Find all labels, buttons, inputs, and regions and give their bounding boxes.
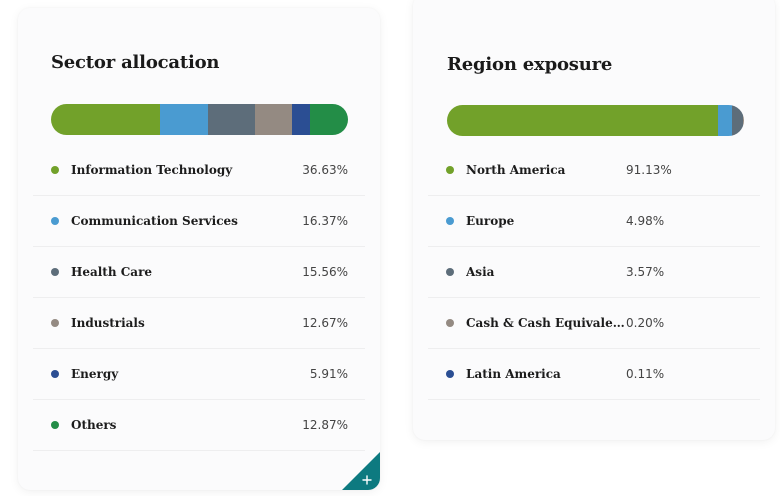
region-bar-segment-cash bbox=[743, 105, 744, 136]
sector-bar-segment-communication-services bbox=[159, 104, 209, 135]
region-value: 3.57% bbox=[626, 265, 665, 279]
sector-value: 5.91% bbox=[309, 367, 348, 381]
region-value: 0.11% bbox=[626, 367, 665, 381]
region-row-latin-america: Latin America 0.11% bbox=[428, 349, 760, 400]
region-exposure-title: Region exposure bbox=[447, 54, 613, 75]
region-bar-segment-europe bbox=[717, 105, 733, 136]
legend-dot-icon bbox=[51, 268, 59, 276]
sector-label: Energy bbox=[71, 367, 119, 381]
sector-value: 12.67% bbox=[302, 316, 348, 330]
plus-icon bbox=[342, 452, 380, 490]
sector-allocation-list: Information Technology 36.63% Communicat… bbox=[33, 145, 365, 451]
region-row-asia: Asia 3.57% bbox=[428, 247, 760, 298]
sector-value: 16.37% bbox=[302, 214, 348, 228]
sector-allocation-card: Sector allocation Information Technology… bbox=[18, 8, 380, 490]
legend-dot-icon bbox=[446, 217, 454, 225]
sector-label: Health Care bbox=[71, 265, 153, 279]
sector-value: 36.63% bbox=[302, 163, 348, 177]
sector-label: Others bbox=[71, 418, 117, 432]
sector-bar-segment-industrials bbox=[254, 104, 293, 135]
region-label: North America bbox=[466, 163, 566, 177]
sector-row-communication-services: Communication Services 16.37% bbox=[33, 196, 365, 247]
region-bar-segment-asia bbox=[732, 105, 744, 136]
legend-dot-icon bbox=[51, 166, 59, 174]
region-label: Latin America bbox=[466, 367, 561, 381]
sector-allocation-title: Sector allocation bbox=[51, 52, 220, 73]
sector-bar-segment-information-technology bbox=[51, 104, 160, 135]
sector-label: Industrials bbox=[71, 316, 145, 330]
sector-row-others: Others 12.87% bbox=[33, 400, 365, 451]
region-value: 0.20% bbox=[626, 316, 665, 330]
region-exposure-bar bbox=[447, 105, 744, 136]
expand-button[interactable] bbox=[342, 452, 380, 490]
legend-dot-icon bbox=[51, 421, 59, 429]
region-exposure-list: North America 91.13% Europe 4.98% Asia 3… bbox=[428, 145, 760, 400]
region-value: 91.13% bbox=[626, 163, 672, 177]
region-row-north-america: North America 91.13% bbox=[428, 145, 760, 196]
sector-row-energy: Energy 5.91% bbox=[33, 349, 365, 400]
sector-row-information-technology: Information Technology 36.63% bbox=[33, 145, 365, 196]
region-bar-segment-north-america bbox=[447, 105, 718, 136]
legend-dot-icon bbox=[51, 370, 59, 378]
sector-label: Communication Services bbox=[71, 214, 238, 228]
region-label: Asia bbox=[466, 265, 495, 279]
region-label: Europe bbox=[466, 214, 515, 228]
sector-value: 12.87% bbox=[302, 418, 348, 432]
sector-bar-segment-energy bbox=[292, 104, 310, 135]
legend-dot-icon bbox=[51, 217, 59, 225]
legend-dot-icon bbox=[446, 370, 454, 378]
sector-bar-segment-health-care bbox=[208, 104, 255, 135]
sector-row-health-care: Health Care 15.56% bbox=[33, 247, 365, 298]
sector-allocation-bar bbox=[51, 104, 348, 135]
region-label: Cash & Cash Equivalent... bbox=[466, 316, 626, 330]
sector-value: 15.56% bbox=[302, 265, 348, 279]
sector-bar-segment-others bbox=[309, 104, 348, 135]
region-exposure-card: Region exposure North America 91.13% Eur… bbox=[413, 0, 775, 440]
legend-dot-icon bbox=[446, 166, 454, 174]
region-row-cash-equivalents: Cash & Cash Equivalent... 0.20% bbox=[428, 298, 760, 349]
legend-dot-icon bbox=[446, 319, 454, 327]
region-row-europe: Europe 4.98% bbox=[428, 196, 760, 247]
sector-row-industrials: Industrials 12.67% bbox=[33, 298, 365, 349]
sector-label: Information Technology bbox=[71, 163, 233, 177]
legend-dot-icon bbox=[51, 319, 59, 327]
region-value: 4.98% bbox=[626, 214, 665, 228]
legend-dot-icon bbox=[446, 268, 454, 276]
